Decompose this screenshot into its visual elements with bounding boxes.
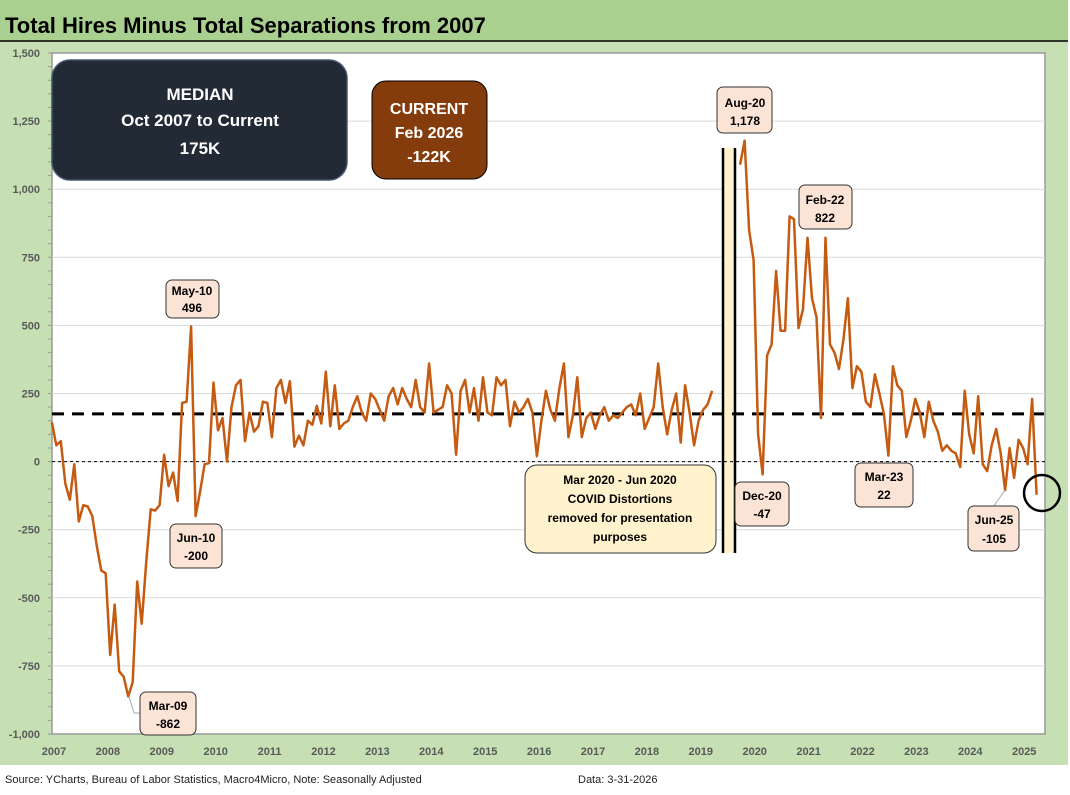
callout-feb22-label: Feb-22 bbox=[806, 193, 845, 207]
callout-mar23-label: Mar-23 bbox=[865, 470, 904, 484]
callout-may10-value: 496 bbox=[182, 301, 202, 315]
x-tick-label: 2016 bbox=[527, 746, 551, 758]
current-box: CURRENT Feb 2026 -122K bbox=[371, 80, 488, 180]
callout-dec20-value: -47 bbox=[753, 507, 771, 521]
x-tick-label: 2008 bbox=[96, 746, 120, 758]
x-tick-label: 2010 bbox=[203, 746, 227, 758]
x-tick-label: 2024 bbox=[958, 746, 983, 758]
covid-note-line2: COVID Distortions bbox=[568, 492, 673, 506]
chart-title: Total Hires Minus Total Separations from… bbox=[5, 13, 486, 38]
callout-may10-label: May-10 bbox=[172, 284, 213, 298]
x-tick-label: 2022 bbox=[850, 746, 874, 758]
x-tick-label: 2009 bbox=[150, 746, 174, 758]
median-box-title: MEDIAN bbox=[166, 85, 233, 104]
callout-mar23: Mar-23 22 bbox=[854, 462, 914, 508]
y-tick-label: 250 bbox=[22, 389, 40, 401]
x-tick-label: 2011 bbox=[258, 746, 282, 758]
x-tick-label: 2014 bbox=[419, 746, 444, 758]
current-value-circle bbox=[1022, 473, 1062, 513]
x-tick-label: 2007 bbox=[42, 746, 66, 758]
callout-jun10-value: -200 bbox=[184, 549, 208, 563]
callout-mar09-label: Mar-09 bbox=[149, 699, 188, 713]
covid-note: Mar 2020 - Jun 2020 COVID Distortions re… bbox=[524, 464, 717, 554]
callout-may10: May-10 496 bbox=[165, 279, 220, 319]
callout-jun25: Jun-25 -105 bbox=[967, 505, 1020, 552]
callout-jun25-value: -105 bbox=[982, 532, 1006, 546]
x-tick-label: 2017 bbox=[581, 746, 605, 758]
callout-mar23-value: 22 bbox=[877, 488, 891, 502]
y-tick-label: 1,000 bbox=[12, 184, 40, 196]
mar09-leader bbox=[128, 696, 140, 714]
median-box-period: Oct 2007 to Current bbox=[121, 111, 279, 130]
callout-jun10-label: Jun-10 bbox=[177, 531, 216, 545]
source-note: Source: YCharts, Bureau of Labor Statist… bbox=[5, 774, 422, 786]
callout-aug20-value: 1,178 bbox=[730, 114, 760, 128]
callout-aug20: Aug-20 1,178 bbox=[716, 86, 773, 134]
callout-dec20-label: Dec-20 bbox=[742, 489, 782, 503]
callout-mar09-value: -862 bbox=[156, 717, 180, 731]
covid-note-line3: removed for presentation bbox=[548, 511, 693, 525]
x-tick-label: 2012 bbox=[311, 746, 335, 758]
callout-feb22-value: 822 bbox=[815, 211, 835, 225]
x-tick-label: 2015 bbox=[473, 746, 497, 758]
y-tick-label: 1,500 bbox=[12, 48, 40, 60]
current-box-value: -122K bbox=[407, 149, 451, 166]
series-line-2 bbox=[738, 139, 1038, 495]
y-tick-label: 500 bbox=[22, 320, 40, 332]
current-box-title: CURRENT bbox=[390, 101, 468, 118]
y-tick-label: -1,000 bbox=[9, 729, 40, 741]
title-band bbox=[0, 0, 1068, 41]
median-box: MEDIAN Oct 2007 to Current 175K bbox=[51, 59, 348, 181]
y-tick-label: 0 bbox=[34, 457, 40, 469]
data-date: Data: 3-31-2026 bbox=[578, 774, 658, 786]
callout-jun10: Jun-10 -200 bbox=[169, 523, 223, 569]
current-box-date: Feb 2026 bbox=[395, 125, 464, 142]
covid-gap-band bbox=[723, 148, 735, 553]
x-tick-label: 2019 bbox=[689, 746, 713, 758]
covid-note-line1: Mar 2020 - Jun 2020 bbox=[563, 473, 677, 487]
x-tick-label: 2013 bbox=[365, 746, 389, 758]
x-tick-label: 2020 bbox=[742, 746, 766, 758]
y-tick-label: 1,250 bbox=[12, 116, 40, 128]
median-box-value: 175K bbox=[180, 139, 221, 158]
y-tick-label: -250 bbox=[18, 525, 40, 537]
y-tick-label: -500 bbox=[18, 593, 40, 605]
x-tick-label: 2018 bbox=[635, 746, 659, 758]
x-tick-label: 2023 bbox=[904, 746, 928, 758]
callout-aug20-label: Aug-20 bbox=[725, 96, 766, 110]
jun25-leader bbox=[993, 489, 1006, 507]
y-tick-label: -750 bbox=[18, 661, 40, 673]
y-tick-label: 750 bbox=[22, 252, 40, 264]
callout-jun25-label: Jun-25 bbox=[975, 513, 1014, 527]
covid-note-line4: purposes bbox=[593, 530, 647, 544]
callout-mar09: Mar-09 -862 bbox=[139, 691, 197, 736]
callout-feb22: Feb-22 822 bbox=[798, 184, 853, 230]
series-line-1 bbox=[50, 325, 714, 698]
x-tick-label: 2025 bbox=[1012, 746, 1036, 758]
callout-dec20: Dec-20 -47 bbox=[734, 481, 790, 527]
x-tick-label: 2021 bbox=[796, 746, 820, 758]
